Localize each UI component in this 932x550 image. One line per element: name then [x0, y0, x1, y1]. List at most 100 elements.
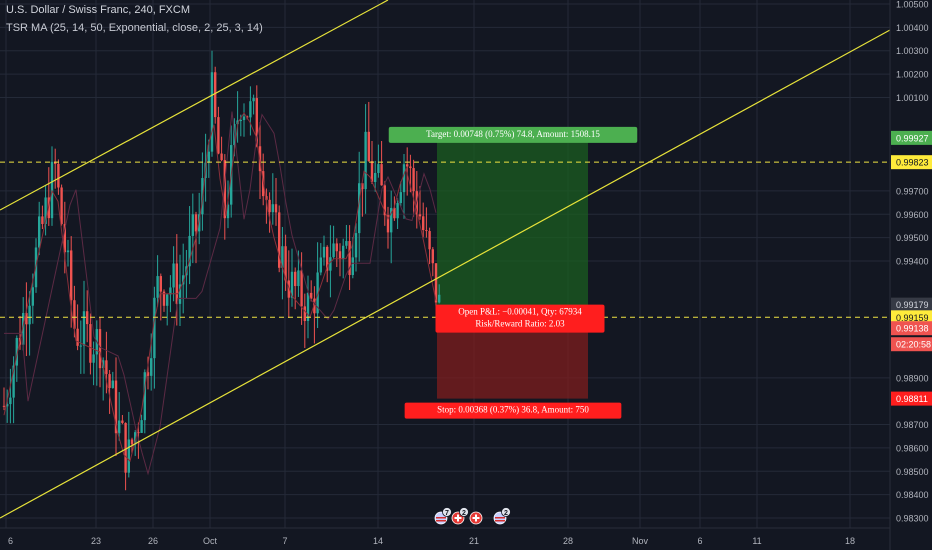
candle-bull — [31, 287, 34, 306]
candle-bear — [348, 241, 351, 276]
candle-bull — [22, 313, 25, 345]
candle-bull — [118, 420, 121, 434]
candle-bear — [86, 311, 89, 325]
event-count: 2 — [462, 510, 466, 517]
candle-bear — [409, 166, 412, 169]
candle-bear — [278, 212, 281, 268]
time-tick: 6 — [8, 536, 13, 546]
price-tick: 1.00400 — [896, 23, 929, 33]
price-badge-gray: 0.99179 — [891, 297, 932, 312]
candle-bear — [274, 204, 278, 213]
price-badge-text: 0.99159 — [896, 313, 929, 323]
candle-bear — [108, 374, 111, 388]
profit-zone[interactable] — [437, 137, 588, 313]
candle-bear — [2, 405, 6, 407]
candle-bull — [198, 214, 201, 232]
price-badge-text: 0.99927 — [896, 133, 929, 143]
open-pnl-label-text: Open P&L: −0.00041, Qty: 67934 — [458, 307, 582, 317]
target-label[interactable]: Target: 0.00748 (0.75%) 74.8, Amount: 15… — [388, 126, 638, 143]
flag-stripe — [495, 520, 505, 522]
price-tick: 0.98600 — [896, 443, 929, 453]
candle-bear — [25, 313, 28, 325]
price-tick: 0.98400 — [896, 490, 929, 500]
candle-bull — [249, 101, 252, 118]
candle-bear — [220, 153, 223, 161]
target-label-text: Target: 0.00748 (0.75%) 74.8, Amount: 15… — [426, 129, 600, 139]
stop-label[interactable]: Stop: 0.00368 (0.37%) 36.8, Amount: 750 — [404, 402, 622, 419]
candle-bear — [146, 372, 150, 376]
candle-bear — [393, 207, 396, 219]
candle-bull — [377, 164, 380, 173]
open-pnl-label[interactable]: Open P&L: −0.00041, Qty: 67934 Risk/Rewar… — [435, 304, 605, 333]
candle-bear — [428, 231, 431, 250]
candle-bull — [66, 250, 70, 253]
price-badge-text: 0.99179 — [896, 300, 929, 310]
candle-bull — [354, 233, 358, 258]
event-marker[interactable]: 7 — [434, 507, 452, 525]
price-badge-bg — [891, 297, 932, 312]
economic-events[interactable]: 7 2 2 — [434, 507, 511, 525]
candle-bull — [374, 172, 377, 182]
time-tick: 11 — [752, 536, 761, 546]
time-axis: 6 23 26 Oct 7 14 21 28 Nov 6 11 18 — [0, 0, 891, 550]
event-marker[interactable]: 2 — [493, 507, 511, 525]
time-tick: 23 — [91, 536, 101, 546]
candle-bull — [191, 214, 194, 236]
price-badge-text: 0.99138 — [896, 324, 929, 334]
candle-bull — [150, 358, 153, 376]
candle-bear — [406, 164, 409, 167]
candle-bear — [60, 187, 63, 225]
candle-bear — [335, 243, 338, 252]
candle-bear — [63, 224, 66, 253]
event-marker[interactable]: 2 — [451, 507, 469, 525]
open-pnl-label-bg — [435, 304, 605, 333]
candle-bull — [322, 246, 326, 258]
price-axis-bg — [890, 0, 932, 550]
price-badge-bg — [891, 391, 932, 406]
candle-bear — [162, 291, 166, 306]
price-tick: 0.98900 — [896, 373, 929, 383]
indicator-legend[interactable]: TSR MA (25, 14, 50, Exponential, close, … — [6, 22, 263, 34]
candle-bear — [57, 163, 60, 188]
candle-bull — [44, 197, 47, 225]
candle-bear — [217, 117, 220, 154]
candle-bear — [294, 271, 297, 287]
time-tick: 7 — [282, 536, 287, 546]
time-tick: Nov — [632, 536, 649, 546]
price-badge-level: 0.99159 — [891, 310, 932, 325]
price-badge-text: 0.99823 — [896, 158, 929, 168]
candle-bear — [76, 328, 79, 346]
candle-bear — [175, 263, 178, 304]
price-badge-bg — [891, 130, 932, 145]
time-axis-bg — [0, 528, 890, 550]
price-tick: 1.00300 — [896, 46, 929, 56]
candle-bull — [82, 311, 86, 346]
price-tick: 0.98700 — [896, 420, 929, 430]
candle-bear — [326, 246, 329, 271]
channel-lower-line[interactable] — [0, 29, 891, 519]
candle-bear — [159, 276, 162, 292]
candle-bear — [383, 185, 386, 216]
candle-bull — [143, 372, 146, 421]
candle-bull — [140, 420, 143, 433]
candle-bear — [425, 230, 428, 232]
open-pnl-label-text: Risk/Reward Ratio: 2.03 — [475, 319, 565, 329]
candle-bear — [194, 214, 198, 232]
candle-bull — [92, 354, 95, 363]
candle-bear — [370, 161, 374, 182]
candle-bear — [98, 329, 102, 369]
candle-bear — [124, 422, 127, 473]
event-marker[interactable] — [469, 511, 483, 525]
candle-bull — [172, 263, 175, 288]
candle-bull — [178, 284, 182, 304]
candle-bear — [338, 251, 342, 260]
candle-bull — [342, 245, 345, 260]
channel-upper-line[interactable] — [0, 0, 389, 211]
price-badge-target: 0.99927 — [891, 130, 932, 145]
price-badge-text: 0.98811 — [896, 394, 928, 404]
event-count-badge — [442, 507, 452, 517]
candle-bull — [207, 151, 210, 163]
chart-title: U.S. Dollar / Swiss Franc, 240, FXCM — [6, 4, 190, 16]
candle-bear — [73, 300, 76, 329]
